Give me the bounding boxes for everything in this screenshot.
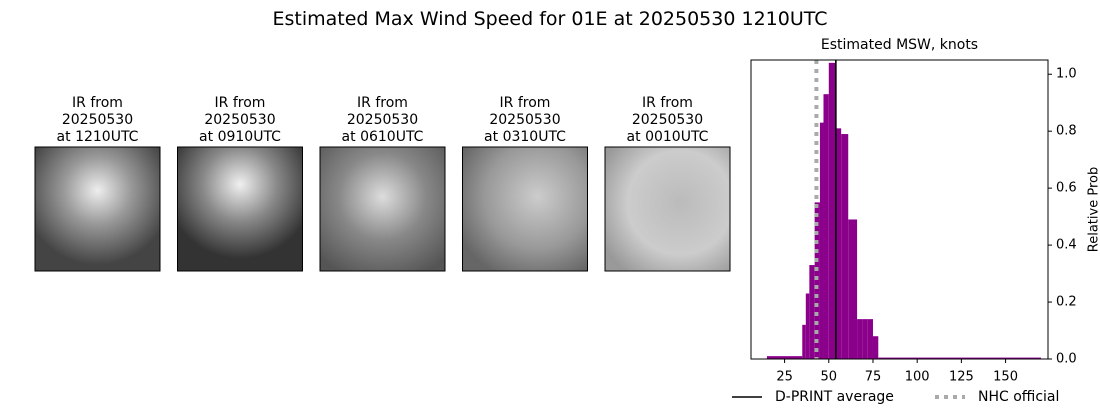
ir-image xyxy=(320,147,445,271)
x-tick-label: 100 xyxy=(905,370,930,385)
x-tick-label: 50 xyxy=(821,370,838,385)
y-tick-label: 0.6 xyxy=(1056,181,1077,196)
panel-title: at 1210UTC xyxy=(57,129,139,145)
bar xyxy=(868,319,873,359)
y-tick-label: 0.8 xyxy=(1056,124,1077,139)
y-axis-label: Relative Prob xyxy=(1087,167,1100,252)
panel-title: at 0010UTC xyxy=(627,129,709,145)
ir-image xyxy=(35,147,160,271)
bar xyxy=(857,319,862,359)
ir-image xyxy=(178,147,303,271)
figure-title: Estimated Max Wind Speed for 01E at 2025… xyxy=(272,8,827,30)
panel-title: 20250530 xyxy=(632,112,703,128)
bar xyxy=(841,134,848,359)
x-tick-label: 150 xyxy=(993,370,1018,385)
panel-title: IR from xyxy=(357,95,408,111)
panel-title: 20250530 xyxy=(347,112,418,128)
panel-title: IR from xyxy=(500,95,551,111)
y-tick-label: 0.2 xyxy=(1056,295,1077,310)
x-tick-label: 25 xyxy=(776,370,793,385)
bar xyxy=(873,336,878,359)
panel-title: at 0610UTC xyxy=(342,129,424,145)
bar xyxy=(806,294,810,359)
plot-frame xyxy=(751,60,1048,359)
ir-image xyxy=(463,147,588,271)
panel-title: IR from xyxy=(642,95,693,111)
y-tick-label: 1.0 xyxy=(1056,67,1077,82)
y-tick-label: 0.4 xyxy=(1056,238,1077,253)
legend-label: D-PRINT average xyxy=(775,389,894,405)
ir-image xyxy=(605,147,730,271)
legend-label: NHC official xyxy=(978,389,1059,405)
bar xyxy=(809,265,814,359)
x-tick-label: 125 xyxy=(949,370,974,385)
bar xyxy=(829,63,836,359)
bar xyxy=(823,94,828,359)
bar xyxy=(802,325,806,359)
chart-title: Estimated MSW, knots xyxy=(821,37,978,53)
bar xyxy=(820,123,824,359)
panel-title: 20250530 xyxy=(62,112,133,128)
panel-title: IR from xyxy=(72,95,123,111)
bar xyxy=(862,319,867,359)
panel-title: IR from xyxy=(215,95,266,111)
y-tick-label: 0.0 xyxy=(1056,352,1077,367)
panel-title: at 0310UTC xyxy=(484,129,566,145)
bar xyxy=(848,219,857,359)
panel-title: 20250530 xyxy=(489,112,560,128)
panel-title: 20250530 xyxy=(204,112,275,128)
x-tick-label: 75 xyxy=(865,370,882,385)
panel-title: at 0910UTC xyxy=(199,129,281,145)
